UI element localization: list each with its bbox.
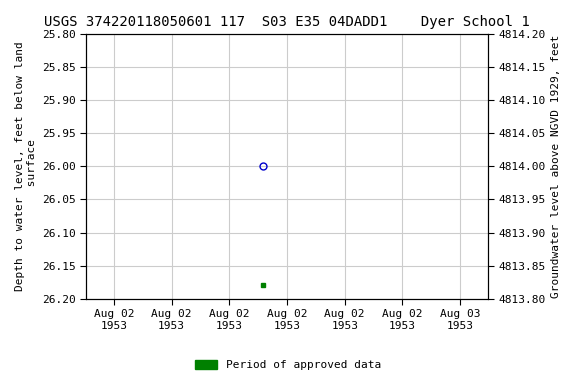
Legend: Period of approved data: Period of approved data xyxy=(191,356,385,375)
Y-axis label: Groundwater level above NGVD 1929, feet: Groundwater level above NGVD 1929, feet xyxy=(551,35,561,298)
Y-axis label: Depth to water level, feet below land
 surface: Depth to water level, feet below land su… xyxy=(15,41,37,291)
Title: USGS 374220118050601 117  S03 E35 04DADD1    Dyer School 1: USGS 374220118050601 117 S03 E35 04DADD1… xyxy=(44,15,530,29)
